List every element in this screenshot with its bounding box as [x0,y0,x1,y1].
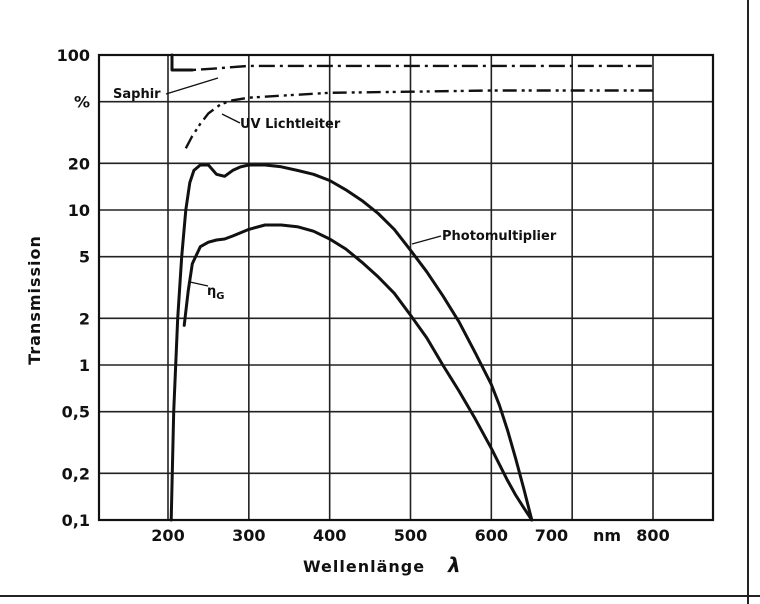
series-label-saphir: Saphir [113,87,161,102]
y-tick-label-5: 5 [79,248,90,267]
y-tick-label-0_1: 0,1 [62,511,90,530]
series-labels: Saphir UV Lichtleiter Photomultiplier ηG [113,77,557,302]
series-line-uv-lichtleiter [184,89,653,149]
x-tick-label-800: 800 [636,526,669,545]
x-axis-title: Wellenlänge [303,557,425,576]
series-label-photomultiplier: Photomultiplier [442,229,557,244]
series-label--g: ηG [207,284,224,302]
series-line-saphir-stub [170,53,194,72]
x-unit-label: nm [593,526,621,545]
plot-frame [97,53,715,522]
series-line-saphir [172,64,653,72]
x-tick-label-200: 200 [151,526,184,545]
y-tick-label-10: 10 [68,201,90,220]
series-leader-saphir [165,77,219,95]
series-label-uv-lichtleiter: UV Lichtleiter [240,117,341,132]
y-tick-label-100: 100 [57,46,90,65]
x-axis-symbol: λ [447,553,462,577]
grid-lines [99,54,713,521]
y-tick-label-0_2: 0,2 [62,464,90,483]
series-lines [169,53,653,522]
y-tick-label-50: % [74,93,90,112]
series-leader-photomultiplier [411,235,442,245]
x-tick-labels: 200 300 400 500 600 700 800 [151,526,669,545]
y-tick-label-1: 1 [79,356,90,375]
series-line--g [182,223,534,522]
x-tick-label-700: 700 [535,526,568,545]
y-tick-label-0_5: 0,5 [62,403,90,422]
y-axis-title: Transmission [25,235,44,365]
x-tick-label-300: 300 [232,526,265,545]
x-tick-label-500: 500 [394,526,427,545]
series-leader--g [189,281,209,287]
y-tick-label-20: 20 [68,154,90,173]
x-tick-label-400: 400 [313,526,346,545]
series-leader-uv-lichtleiter [221,113,241,124]
y-tick-labels: 0,1 0,2 0,5 1 2 5 10 20% 100 [57,46,90,530]
x-tick-label-600: 600 [475,526,508,545]
y-tick-label-2: 2 [79,309,90,328]
series-line-photomultiplier [169,163,534,522]
